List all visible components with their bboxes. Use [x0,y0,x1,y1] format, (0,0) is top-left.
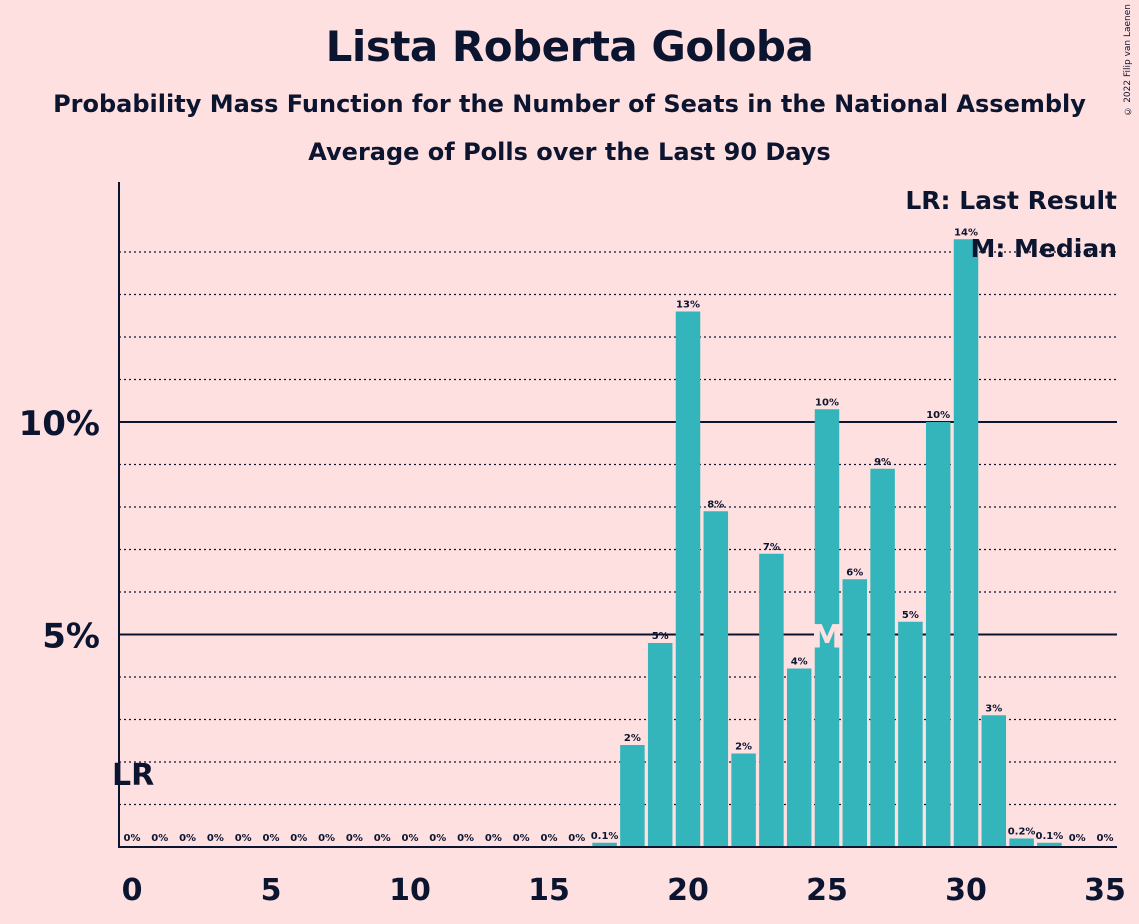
bar-value-label: 0% [541,833,558,844]
bar-value-label: 0% [568,833,585,844]
bar [1009,838,1034,847]
bar-value-label: 0% [1069,833,1086,844]
bar-value-label: 9% [874,457,891,468]
bar-value-label: 0% [318,833,335,844]
y-tick-label: 5% [42,617,100,657]
bar [814,409,840,847]
x-tick-label: 20 [667,873,709,908]
x-tick-label: 0 [122,873,143,908]
bar-value-label: 0% [124,833,141,844]
x-tick-label: 30 [945,873,987,908]
bar [731,753,756,847]
bar-value-label: 4% [791,657,808,668]
chart-title: Lista Roberta Goloba [325,22,814,71]
bar-value-label: 0% [207,833,224,844]
x-tick-label: 25 [806,873,848,908]
bar [759,553,784,847]
bar-value-label: 8% [707,499,724,510]
bar [1037,842,1062,847]
bar-value-label: 0% [1097,833,1114,844]
bar-value-label: 3% [985,703,1002,714]
bar-value-label: 2% [735,742,752,753]
bar [925,422,951,847]
bar-value-label: 7% [763,542,780,553]
bar-value-label: 5% [652,631,669,642]
chart-subtitle-period: Average of Polls over the Last 90 Days [308,138,831,166]
bar-value-label: 13% [676,300,700,311]
bar-value-label: 0% [513,833,530,844]
bar-value-label: 0% [429,833,446,844]
bar-value-label: 0% [179,833,196,844]
bar-value-label: 10% [926,410,950,421]
median-marker: M [811,618,843,656]
bar [592,842,617,847]
bar-value-label: 0% [485,833,502,844]
bar [842,579,868,847]
bar [675,311,701,847]
bar-value-label: 0% [346,833,363,844]
x-tick-label: 5 [261,873,282,908]
bar [786,668,812,847]
legend-median: M: Median [970,234,1117,263]
bar-value-label: 14% [954,227,978,238]
x-tick-label: 10 [389,873,431,908]
x-tick-label: 35 [1084,873,1126,908]
bar [870,468,895,847]
bar-value-label: 0% [151,833,168,844]
bar-value-label: 0% [374,833,391,844]
bar-value-label: 6% [846,567,863,578]
bar [647,643,673,847]
y-tick-label: 10% [19,404,100,444]
bar [898,621,923,847]
x-tick-label: 15 [528,873,570,908]
bar [953,239,979,847]
bar-value-label: 0% [457,833,474,844]
bar-value-label: 5% [902,610,919,621]
chart-subtitle: Probability Mass Function for the Number… [53,90,1086,118]
bar [620,745,645,847]
bar-value-label: 10% [815,397,839,408]
bar-value-label: 0.2% [1008,827,1036,838]
bar-value-label: 0% [263,833,280,844]
bar [981,715,1007,847]
bar-value-label: 0.1% [591,831,619,842]
bar-value-label: 0% [402,833,419,844]
bar-value-label: 2% [624,733,641,744]
legend-last-result: LR: Last Result [905,186,1117,215]
bar [703,511,729,847]
bar-value-label: 0% [290,833,307,844]
bar-value-label: 0% [235,833,252,844]
bar-value-label: 0.1% [1036,831,1064,842]
